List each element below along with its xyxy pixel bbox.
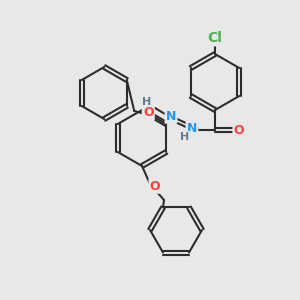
Text: H: H (142, 97, 152, 107)
Text: N: N (187, 122, 197, 136)
Text: O: O (234, 124, 244, 136)
Text: O: O (150, 179, 160, 193)
Text: N: N (166, 110, 176, 122)
Text: H: H (180, 132, 190, 142)
Text: O: O (143, 106, 154, 119)
Text: Cl: Cl (208, 31, 222, 45)
